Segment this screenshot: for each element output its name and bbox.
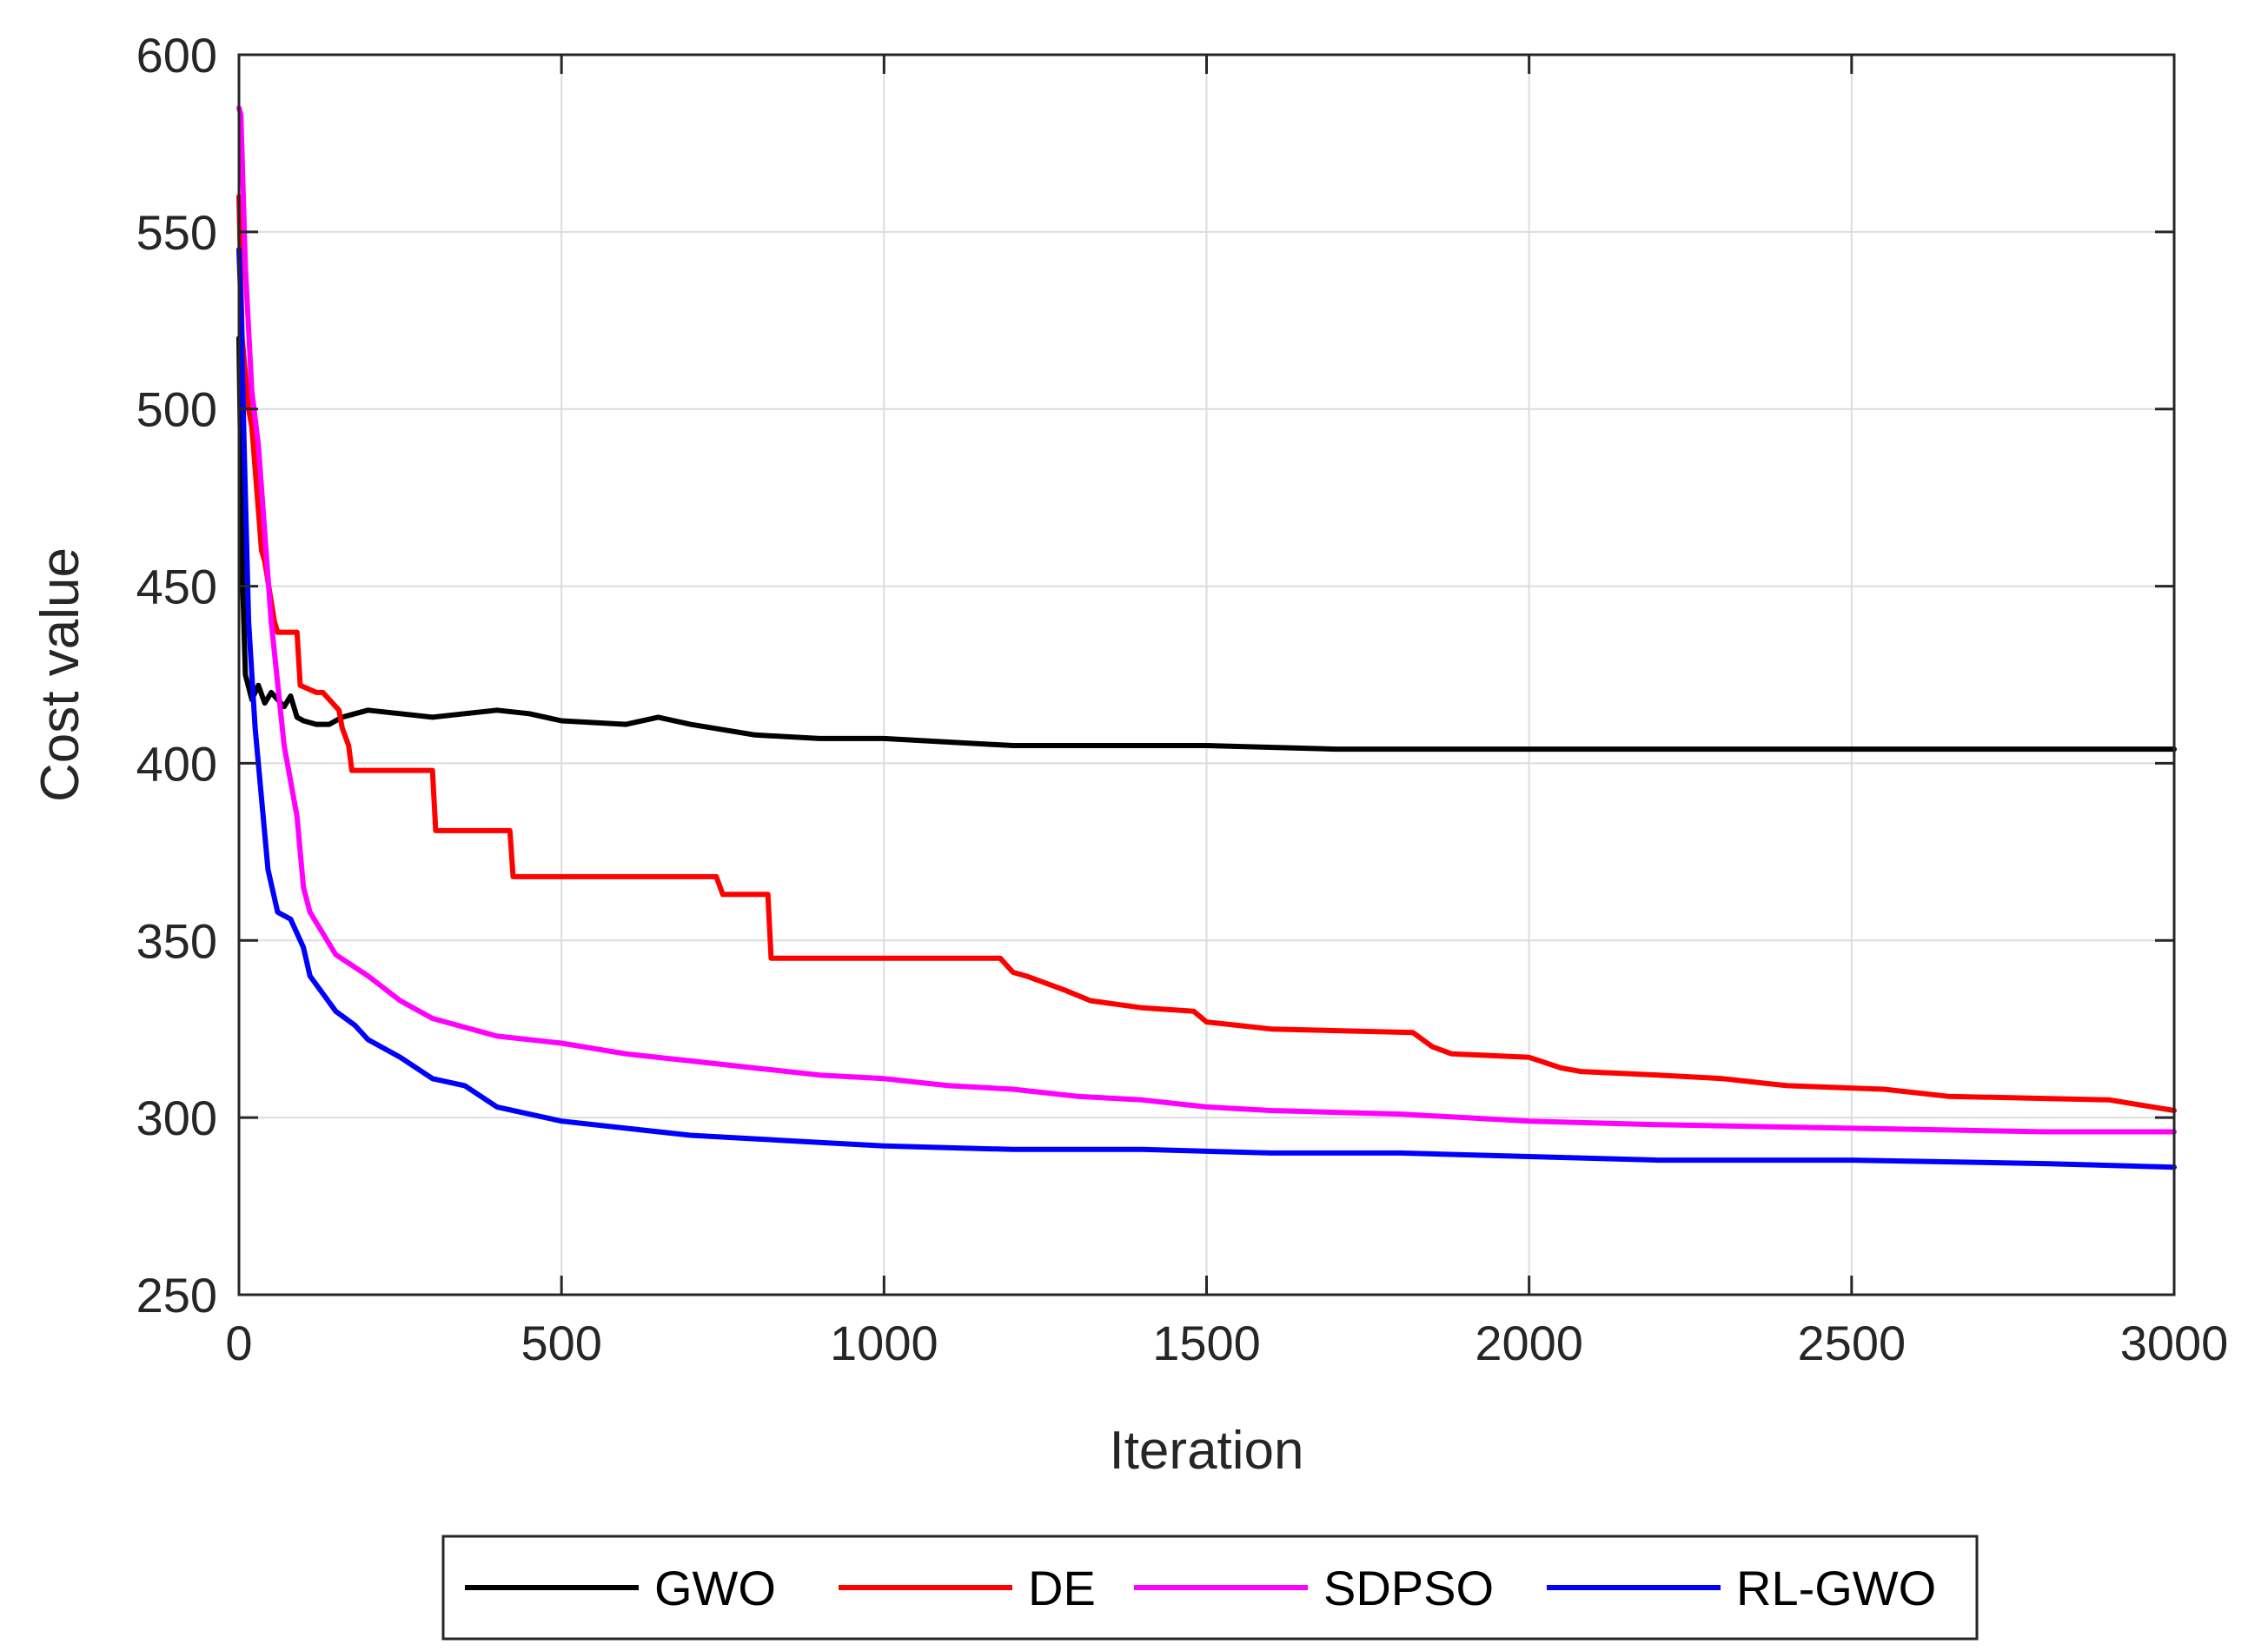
series-line-rl-gwo bbox=[236, 247, 2177, 1170]
y-tick-label: 450 bbox=[136, 560, 217, 614]
y-tick-label: 550 bbox=[136, 205, 217, 260]
legend: GWO DE SDPSO RL-GWO bbox=[441, 1535, 1979, 1641]
legend-label: GWO bbox=[654, 1561, 776, 1615]
y-tick-label: 500 bbox=[136, 382, 217, 437]
series-layer bbox=[236, 105, 2177, 1170]
x-tick-label: 3000 bbox=[2120, 1316, 2229, 1370]
y-tick-label: 600 bbox=[136, 28, 217, 83]
y-tick-label: 250 bbox=[136, 1268, 217, 1323]
x-tick-label: 2000 bbox=[1475, 1316, 1583, 1370]
x-tick-label: 0 bbox=[225, 1316, 252, 1370]
legend-label: DE bbox=[1028, 1561, 1096, 1615]
axis-ticks: 0 500 1000 1500 2000 2500 3000 250 300 350 400 450 5… bbox=[136, 28, 2229, 1370]
x-tick-label: 500 bbox=[521, 1316, 601, 1370]
legend-label: SDPSO bbox=[1323, 1561, 1494, 1615]
grid-lines bbox=[238, 54, 2175, 1296]
x-tick-label: 2500 bbox=[1798, 1316, 1907, 1370]
legend-label: RL-GWO bbox=[1736, 1561, 1936, 1615]
y-tick-label: 350 bbox=[136, 913, 217, 968]
x-tick-label: 1500 bbox=[1152, 1316, 1261, 1370]
y-tick-label: 300 bbox=[136, 1091, 217, 1145]
series-line-sdpso bbox=[236, 105, 2177, 1135]
y-tick-label: 400 bbox=[136, 736, 217, 791]
series-line-de bbox=[236, 194, 2177, 1113]
x-axis-title: Iteration bbox=[1109, 1421, 1303, 1481]
y-axis-title: Cost value bbox=[30, 547, 90, 802]
x-tick-label: 1000 bbox=[830, 1316, 938, 1370]
series-line-gwo bbox=[236, 335, 2177, 753]
